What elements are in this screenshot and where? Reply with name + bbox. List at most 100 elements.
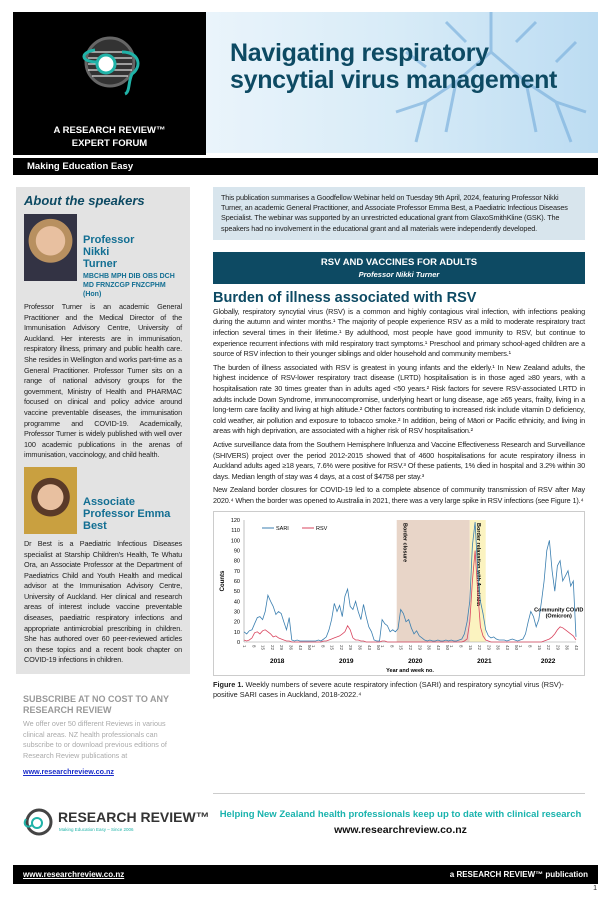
- y-tick-label: 80: [234, 558, 240, 564]
- x-tick-label: 22: [339, 645, 344, 651]
- speaker-photo-nikki-turner: [24, 214, 77, 281]
- x-tick-label: 22: [270, 645, 275, 651]
- subscribe-link[interactable]: www.researchreview.co.nz: [23, 767, 114, 777]
- subscribe-text: We offer over 50 different Reviews in va…: [23, 719, 167, 760]
- x-axis-label: Year and week no.: [386, 668, 434, 674]
- y-tick-label: 20: [234, 619, 240, 625]
- brand-line-1: A RESEARCH REVIEW™: [53, 125, 166, 136]
- x-tick-label: 43: [298, 645, 303, 651]
- series-line-sari: [243, 521, 577, 641]
- right-column: This publication summarises a Goodfellow…: [213, 187, 585, 779]
- x-tick-label: 43: [505, 645, 510, 651]
- bottom-bar-link[interactable]: www.researchreview.co.nz: [23, 870, 125, 880]
- year-label: 2018: [270, 658, 285, 665]
- y-tick-label: 110: [231, 528, 240, 534]
- sari-rsv-chart: Border closure Border relaxation with Aus…: [220, 518, 583, 674]
- header: A RESEARCH REVIEW™ EXPERT FORUM Navigati…: [13, 12, 598, 155]
- footer-help-text: Helping New Zealand health professionals…: [219, 809, 582, 821]
- y-tick-label: 60: [234, 579, 240, 585]
- border-closure-band: [396, 519, 470, 642]
- x-tick-label: 43: [436, 645, 441, 651]
- section-title: RSV AND VACCINES FOR ADULTS: [320, 256, 478, 268]
- year-label: 2020: [408, 658, 423, 665]
- x-tick-label: 36: [288, 645, 293, 651]
- paragraph: The burden of illness associated with RS…: [213, 362, 585, 436]
- x-tick-label: 15: [537, 645, 542, 651]
- footer-logo-sub: Making Education Easy – Since 2006: [59, 827, 134, 833]
- annotation-community-covid: Community COVID: [534, 607, 583, 613]
- y-tick-label: 120: [231, 518, 240, 524]
- series-line-rsv: [243, 549, 577, 642]
- subscribe-box: SUBSCRIBE AT NO COST TO ANY RESEARCH REV…: [16, 694, 186, 779]
- x-tick-label: 15: [330, 645, 335, 651]
- figure-caption: Figure 1. Weekly numbers of severe acute…: [213, 680, 585, 701]
- annotation-omicron: (Omicron): [546, 613, 572, 619]
- legend-label-sari: SARI: [276, 526, 289, 532]
- stethoscope-logo-icon: [82, 36, 139, 96]
- y-axis-label: Counts: [220, 570, 226, 591]
- title-banner: Navigating respiratory syncytial virus m…: [206, 12, 598, 153]
- speaker-bio: Dr Best is a Paediatric Infectious Disea…: [24, 538, 182, 665]
- x-tick-label: 8: [458, 645, 463, 648]
- x-tick-label: 8: [389, 645, 394, 648]
- x-tick-label: 36: [358, 645, 363, 651]
- y-tick-label: 100: [231, 538, 240, 544]
- y-tick-label: 90: [234, 548, 240, 554]
- footer-url[interactable]: www.researchreview.co.nz: [334, 824, 467, 837]
- brand-line-2: EXPERT FORUM: [71, 138, 148, 149]
- divider: [213, 793, 585, 795]
- article-body: Globally, respiratory syncytial virus (R…: [213, 307, 585, 507]
- x-tick-label: 15: [261, 645, 266, 651]
- speaker-name: Associate Professor Emma Best: [83, 495, 171, 532]
- publication-label: a RESEARCH REVIEW™ publication: [449, 870, 588, 880]
- x-tick-label: 8: [528, 645, 533, 648]
- y-tick-label: 0: [237, 640, 240, 646]
- paragraph: Active surveillance data from the Southe…: [213, 439, 585, 481]
- content-columns: About the speakers Professor Nikki Turne…: [13, 187, 598, 779]
- x-tick-label: 50: [514, 645, 519, 651]
- left-column: About the speakers Professor Nikki Turne…: [13, 187, 190, 779]
- x-tick-label: 22: [408, 645, 413, 651]
- year-label: 2022: [541, 658, 556, 665]
- paragraph: Globally, respiratory syncytial virus (R…: [213, 306, 585, 359]
- x-tick-label: 50: [445, 645, 450, 651]
- annotation-border-closure: Border closure: [402, 523, 408, 562]
- year-label: 2021: [477, 658, 492, 665]
- x-tick-label: 50: [307, 645, 312, 651]
- speakers-heading: About the speakers: [24, 193, 145, 208]
- tagline-bar: Making Education Easy: [13, 158, 598, 175]
- speaker-name: Professor Nikki Turner: [83, 234, 135, 270]
- x-tick-label: 22: [546, 645, 551, 651]
- x-tick-label: 36: [427, 645, 432, 651]
- speaker-photo-emma-best: [24, 466, 77, 534]
- x-tick-label: 1: [518, 645, 523, 648]
- lungs-illustration-icon: [395, 12, 587, 143]
- x-tick-label: 29: [555, 645, 560, 651]
- brand-logo-panel: A RESEARCH REVIEW™ EXPERT FORUM: [13, 12, 206, 155]
- x-tick-label: 36: [496, 645, 501, 651]
- year-label: 2019: [339, 658, 354, 665]
- x-tick-label: 50: [376, 645, 381, 651]
- y-tick-label: 30: [234, 609, 240, 615]
- x-tick-label: 8: [320, 645, 325, 648]
- x-tick-label: 29: [348, 645, 353, 651]
- bottom-bar: www.researchreview.co.nz a RESEARCH REVI…: [13, 865, 598, 885]
- footer-logo-text: RESEARCH REVIEW™: [58, 809, 210, 826]
- border-relaxation-band: [469, 519, 486, 642]
- x-tick-label: 15: [399, 645, 404, 651]
- footer: RESEARCH REVIEW™ Making Education Easy –…: [13, 793, 598, 863]
- x-tick-label: 29: [279, 645, 284, 651]
- stethoscope-logo-icon: [23, 808, 53, 836]
- y-tick-label: 50: [234, 589, 240, 595]
- x-tick-label: 22: [477, 645, 482, 651]
- x-tick-label: 1: [242, 645, 247, 648]
- x-tick-label: 43: [367, 645, 372, 651]
- intro-box: This publication summarises a Goodfellow…: [213, 187, 585, 240]
- figure-1: Border closure Border relaxation with Aus…: [213, 510, 585, 676]
- x-tick-label: 43: [574, 645, 579, 651]
- speaker-quals: MBCHB MPH DIB OBS DCH MD FRNZCGP FNZCPHM…: [83, 273, 175, 298]
- x-tick-label: 29: [486, 645, 491, 651]
- x-tick-label: 1: [449, 645, 454, 648]
- subscribe-heading: SUBSCRIBE AT NO COST TO ANY RESEARCH REV…: [23, 694, 169, 716]
- caption-label: Figure 1.: [213, 679, 244, 689]
